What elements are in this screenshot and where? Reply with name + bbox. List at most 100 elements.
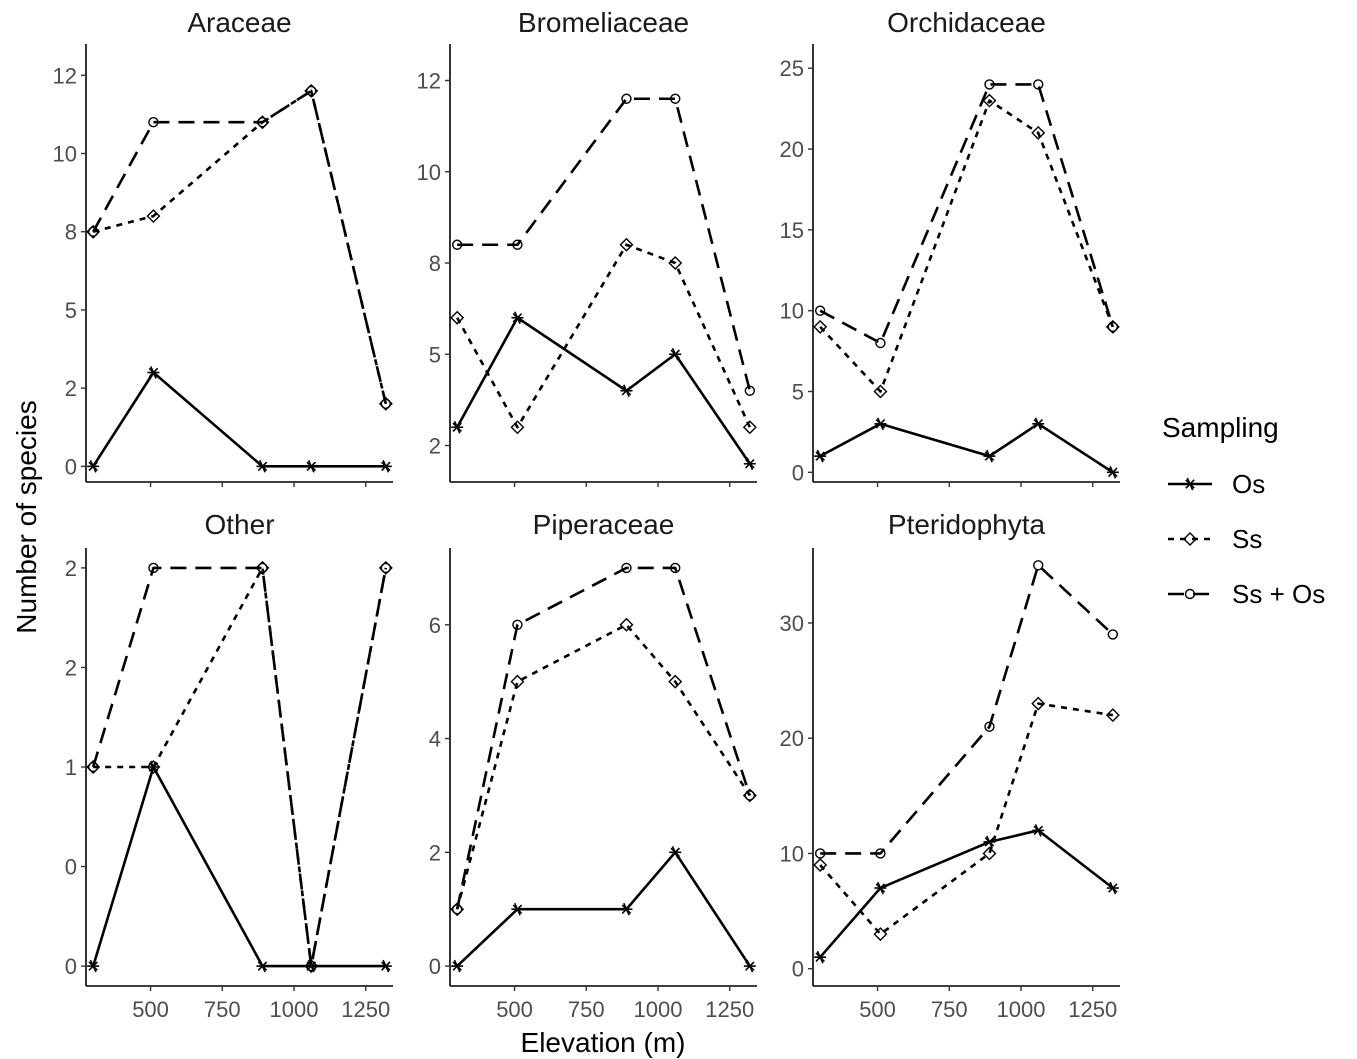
legend-title: Sampling bbox=[1162, 412, 1279, 443]
series-ss-os bbox=[814, 79, 1119, 349]
data-point bbox=[1107, 629, 1119, 640]
data-point bbox=[87, 959, 100, 973]
series-line bbox=[91, 566, 388, 968]
series-ss-os bbox=[451, 93, 756, 396]
legend-item: Ss + Os bbox=[1168, 579, 1325, 609]
data-point bbox=[1105, 708, 1120, 723]
data-point bbox=[256, 959, 269, 973]
y-tick-label: 0 bbox=[792, 460, 804, 485]
x-axis-title: Elevation (m) bbox=[521, 1027, 686, 1058]
x-tick-label: 1000 bbox=[634, 997, 683, 1022]
data-point bbox=[512, 239, 523, 250]
data-point bbox=[257, 117, 268, 128]
series-os bbox=[814, 824, 1119, 964]
x-tick-label: 500 bbox=[859, 997, 896, 1022]
series-line bbox=[92, 89, 388, 405]
panel-bromeliaceae: Bromeliaceae 2 5 8 10 12 bbox=[417, 7, 757, 487]
series-ss bbox=[450, 237, 757, 435]
panel-title: Bromeliaceae bbox=[518, 7, 689, 38]
data-point bbox=[668, 674, 683, 689]
y-tick-label: 2 bbox=[65, 376, 77, 401]
y-tick-label: 10 bbox=[780, 299, 804, 324]
data-point bbox=[620, 902, 633, 916]
series-ss-os bbox=[451, 562, 756, 915]
data-point bbox=[669, 845, 682, 859]
series-line bbox=[457, 97, 752, 392]
series-ss-os bbox=[814, 560, 1119, 859]
y-tick-label: 5 bbox=[65, 298, 77, 323]
data-point bbox=[1032, 417, 1045, 431]
x-tick-label: 1250 bbox=[341, 997, 390, 1022]
series-os bbox=[87, 366, 392, 473]
data-point bbox=[146, 760, 161, 774]
series-ss bbox=[86, 560, 393, 974]
series-line bbox=[820, 563, 1114, 855]
data-point bbox=[147, 366, 160, 379]
data-point bbox=[1032, 824, 1045, 837]
data-point bbox=[814, 449, 827, 463]
y-tick-label: 0 bbox=[429, 954, 441, 979]
series-line bbox=[456, 851, 751, 968]
data-point bbox=[813, 857, 828, 872]
data-point bbox=[257, 562, 268, 574]
y-tick-label: 4 bbox=[429, 727, 441, 752]
panel-title: Piperaceae bbox=[533, 509, 675, 540]
data-point bbox=[306, 960, 317, 972]
data-point bbox=[742, 420, 757, 435]
panel-title: Other bbox=[204, 509, 274, 540]
series-line bbox=[455, 623, 751, 910]
data-point bbox=[1033, 79, 1044, 90]
data-point bbox=[874, 881, 887, 895]
x-tick-label: 1250 bbox=[705, 997, 754, 1022]
panel-araceae: Araceae 0 2 5 8 10 12 bbox=[53, 7, 393, 487]
data-point bbox=[379, 460, 392, 473]
x-tick-label: 1250 bbox=[1068, 997, 1117, 1022]
data-point bbox=[744, 385, 756, 396]
data-point bbox=[873, 384, 888, 399]
panel-title: Araceae bbox=[187, 7, 291, 38]
legend-label: Ss + Os bbox=[1232, 579, 1325, 609]
data-point bbox=[379, 959, 392, 973]
data-point bbox=[87, 460, 100, 473]
panel-title: Pteridophyta bbox=[888, 509, 1046, 540]
data-point bbox=[451, 239, 463, 250]
data-point bbox=[87, 761, 99, 773]
series-line bbox=[456, 243, 752, 429]
series-line bbox=[93, 566, 388, 968]
legend-label: Os bbox=[1232, 469, 1265, 499]
y-tick-label: 6 bbox=[429, 613, 441, 638]
series-os bbox=[814, 417, 1119, 479]
panel-piperaceae: Piperaceae 0 2 4 6 500 750 1000 1250 bbox=[429, 509, 757, 1022]
data-point bbox=[875, 337, 886, 349]
data-point bbox=[982, 93, 997, 108]
y-tick-label: 8 bbox=[429, 251, 441, 276]
y-tick-label: 0 bbox=[792, 957, 804, 982]
series-line bbox=[819, 422, 1114, 474]
y-tick-label: 20 bbox=[780, 726, 804, 751]
y-tick-label: 10 bbox=[53, 142, 77, 167]
y-tick-label: 20 bbox=[780, 137, 804, 162]
y-tick-label: 0 bbox=[65, 954, 77, 979]
data-point bbox=[813, 319, 828, 334]
series-ss-os bbox=[87, 562, 392, 972]
y-tick-label: 1 bbox=[65, 755, 77, 780]
y-tick-label: 2 bbox=[65, 655, 77, 680]
x-tick-label: 500 bbox=[496, 997, 533, 1022]
series-line bbox=[819, 99, 1115, 393]
data-point bbox=[668, 256, 683, 270]
legend-key-marker bbox=[1184, 477, 1196, 491]
series-line bbox=[819, 702, 1114, 936]
data-point bbox=[380, 398, 392, 409]
y-tick-label: 0 bbox=[65, 855, 77, 880]
x-tick-label: 1000 bbox=[270, 997, 319, 1022]
y-tick-label: 12 bbox=[53, 63, 77, 88]
data-point bbox=[148, 562, 159, 574]
y-tick-label: 5 bbox=[792, 379, 804, 404]
y-tick-label: 2 bbox=[429, 434, 441, 459]
series-line bbox=[819, 83, 1115, 345]
y-tick-label: 0 bbox=[65, 454, 77, 479]
data-point bbox=[305, 460, 318, 473]
data-point bbox=[814, 848, 826, 859]
legend-label: Ss bbox=[1232, 524, 1262, 554]
data-point bbox=[814, 950, 827, 964]
